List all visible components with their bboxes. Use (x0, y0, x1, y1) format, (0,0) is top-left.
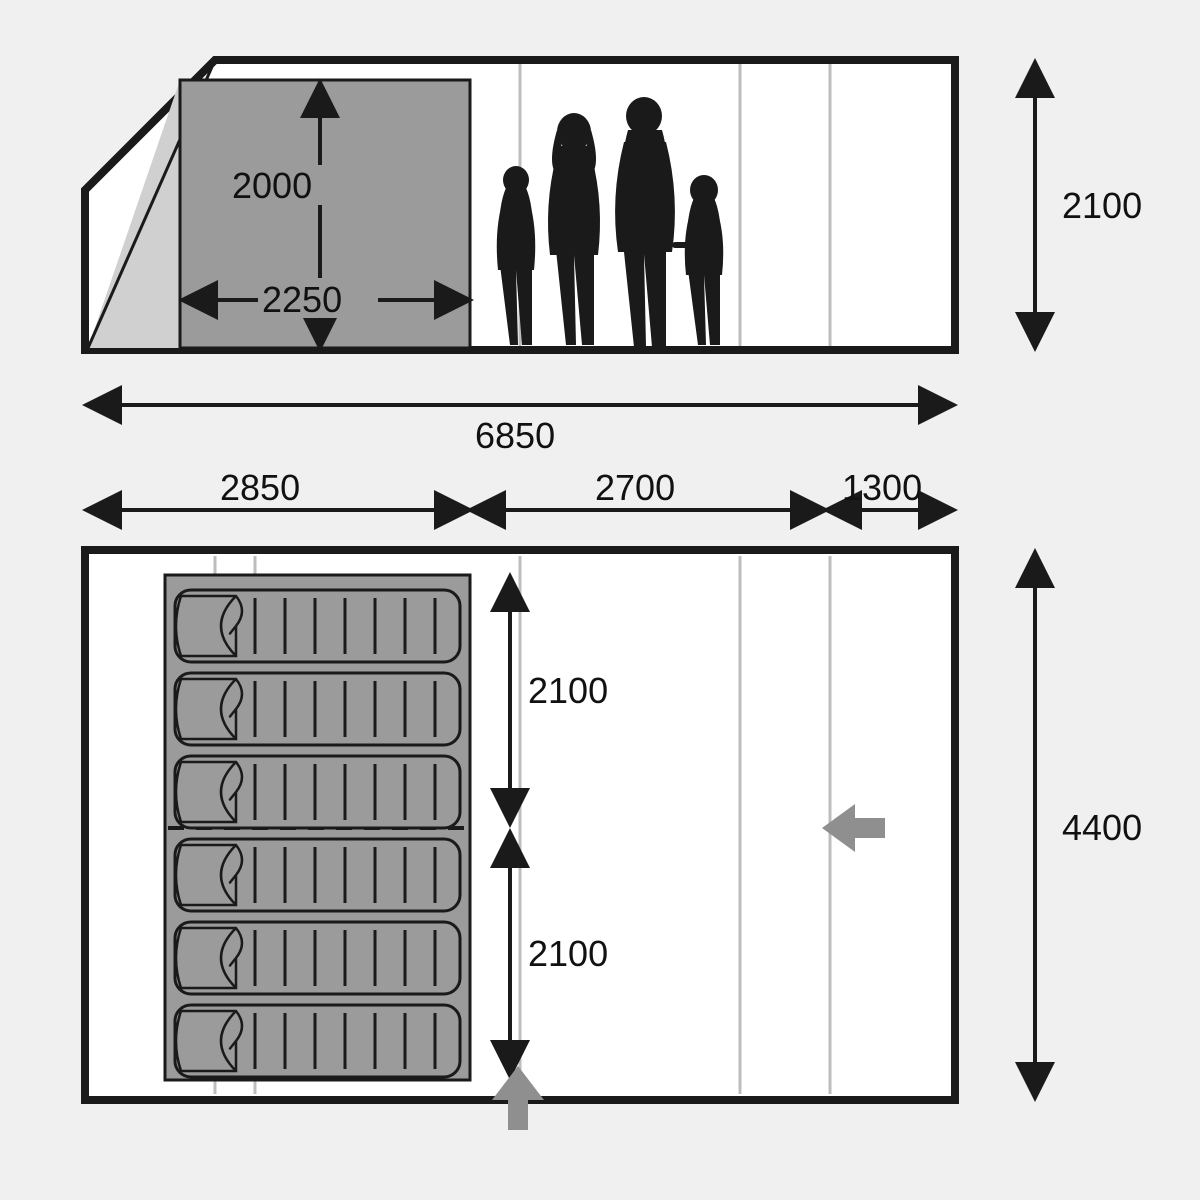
dim-plan-seg1-label: 2850 (220, 467, 300, 508)
dim-side-inner-height-label: 2000 (232, 165, 312, 206)
sleeping-bag (175, 1005, 460, 1077)
sleeping-bag (175, 922, 460, 994)
sleeping-bag (175, 839, 460, 911)
diagram-container: 2000 2250 6850 2100 2850 2700 1300 2100 … (0, 0, 1200, 1200)
dim-side-full-length-label: 6850 (475, 415, 555, 456)
sleeping-bag (175, 673, 460, 745)
dim-plan-full-right-label: 4400 (1062, 807, 1142, 848)
dim-side-inner-width-label: 2250 (262, 279, 342, 320)
dim-plan-split-bottom-label: 2100 (528, 933, 608, 974)
sleeping-bag (175, 590, 460, 662)
dim-side-right-height-label: 2100 (1062, 185, 1142, 226)
dim-plan-seg2-label: 2700 (595, 467, 675, 508)
dim-plan-seg3-label: 1300 (842, 467, 922, 508)
diagram-svg: 2000 2250 6850 2100 2850 2700 1300 2100 … (0, 0, 1200, 1200)
sleeping-bag (175, 756, 460, 828)
dim-plan-split-top-label: 2100 (528, 670, 608, 711)
plan-view: 2850 2700 1300 2100 2100 4400 (85, 467, 1142, 1130)
side-elevation: 2000 2250 6850 2100 (85, 60, 1142, 456)
